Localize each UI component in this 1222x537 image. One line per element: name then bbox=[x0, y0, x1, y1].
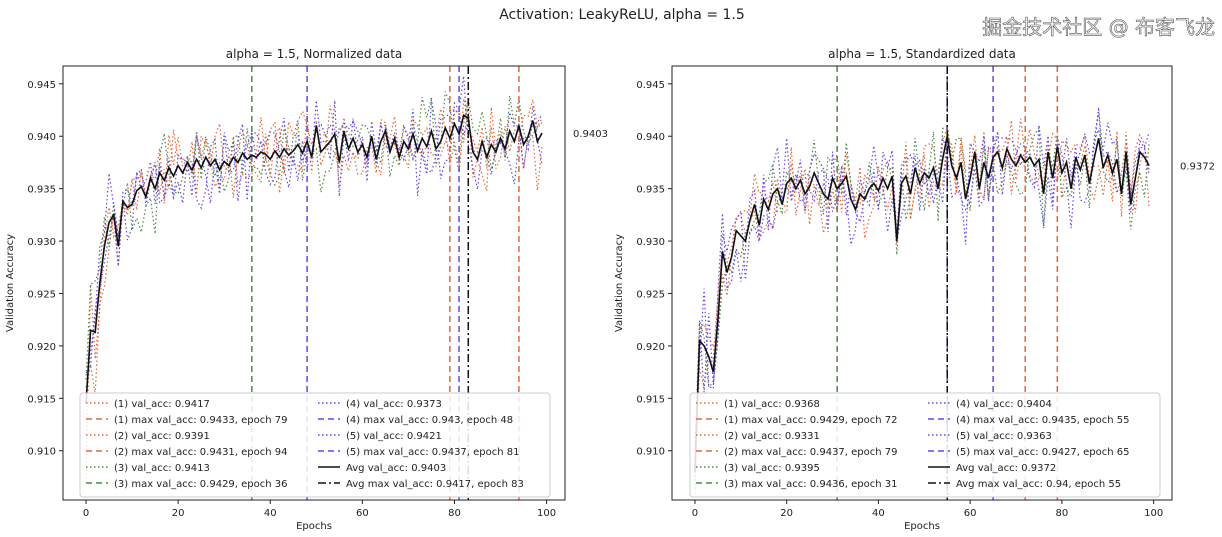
y-tick-label: 0.930 bbox=[636, 237, 665, 248]
run-4-val-acc-line bbox=[85, 75, 543, 374]
legend: (1) val_acc: 0.9417 (1) max val_acc: 0.94… bbox=[79, 392, 551, 498]
y-tick-label: 0.945 bbox=[636, 80, 665, 91]
run-2-val-acc-line bbox=[694, 120, 1150, 489]
legend-label: (5) val_acc: 0.9421 bbox=[346, 431, 442, 442]
legend-label: (3) val_acc: 0.9395 bbox=[724, 463, 820, 474]
x-tick-label: 0 bbox=[83, 508, 89, 519]
subplot-title: alpha = 1.5, Normalized data bbox=[226, 47, 403, 61]
legend-label: (1) val_acc: 0.9368 bbox=[724, 399, 820, 410]
y-tick-label: 0.925 bbox=[27, 289, 56, 300]
legend-label: Avg val_acc: 0.9372 bbox=[956, 463, 1056, 474]
x-tick-label: 20 bbox=[780, 508, 793, 519]
avg-val-acc-line bbox=[85, 113, 543, 404]
legend-label: (3) max val_acc: 0.9429, epoch 36 bbox=[114, 479, 288, 490]
run-5-val-acc-line bbox=[85, 108, 543, 395]
y-tick-label: 0.925 bbox=[636, 289, 665, 300]
subplot-normalized: alpha = 1.5, Normalized data Epochs Valida… bbox=[5, 47, 608, 532]
y-axis-label: Validation Accuracy bbox=[614, 234, 625, 332]
final-avg-annotation: 0.9403 bbox=[573, 129, 608, 140]
run-2-val-acc-line bbox=[85, 98, 543, 395]
legend-label: Avg max val_acc: 0.9417, epoch 83 bbox=[346, 479, 524, 490]
run-3-val-acc-line bbox=[85, 91, 543, 380]
y-tick-label: 0.935 bbox=[27, 185, 56, 196]
final-avg-annotation: 0.9372 bbox=[1180, 162, 1215, 173]
legend-label: (3) max val_acc: 0.9436, epoch 31 bbox=[724, 479, 898, 490]
y-tick-label: 0.920 bbox=[636, 342, 665, 353]
legend-label: (2) max val_acc: 0.9437, epoch 79 bbox=[724, 447, 898, 458]
legend-label: (1) max val_acc: 0.9433, epoch 79 bbox=[114, 415, 288, 426]
figure-suptitle: Activation: LeakyReLU, alpha = 1.5 bbox=[499, 7, 745, 23]
legend-label: (4) val_acc: 0.9404 bbox=[956, 399, 1052, 410]
y-tick-label: 0.910 bbox=[636, 447, 665, 458]
x-tick-label: 0 bbox=[692, 508, 698, 519]
x-tick-label: 100 bbox=[537, 508, 556, 519]
legend-label: (1) val_acc: 0.9417 bbox=[114, 399, 210, 410]
legend-label: Avg val_acc: 0.9403 bbox=[346, 463, 446, 474]
y-tick-label: 0.940 bbox=[27, 132, 56, 143]
y-tick-label: 0.920 bbox=[27, 342, 56, 353]
run-4-val-acc-line bbox=[694, 107, 1150, 451]
legend-label: (4) val_acc: 0.9373 bbox=[346, 399, 442, 410]
y-tick-label: 0.915 bbox=[27, 394, 56, 405]
subplot-standardized: alpha = 1.5, Standardized data Epochs Vali… bbox=[614, 47, 1215, 532]
legend-label: (2) max val_acc: 0.9431, epoch 94 bbox=[114, 447, 288, 458]
legend-label: (5) max val_acc: 0.9437, epoch 81 bbox=[346, 447, 520, 458]
y-tick-label: 0.940 bbox=[636, 132, 665, 143]
x-tick-label: 80 bbox=[448, 508, 461, 519]
x-tick-label: 60 bbox=[356, 508, 369, 519]
axes-frame bbox=[671, 65, 1173, 501]
y-tick-label: 0.930 bbox=[27, 237, 56, 248]
y-tick-label: 0.915 bbox=[636, 394, 665, 405]
legend-box bbox=[689, 392, 1161, 498]
legend-label: (5) val_acc: 0.9363 bbox=[956, 431, 1052, 442]
legend-label: (2) val_acc: 0.9391 bbox=[114, 431, 210, 442]
legend-label: (2) val_acc: 0.9331 bbox=[724, 431, 820, 442]
legend-box bbox=[79, 392, 551, 498]
legend-label: Avg max val_acc: 0.94, epoch 55 bbox=[956, 479, 1121, 490]
watermark: 掘金技术社区 @ 布客飞龙 bbox=[982, 15, 1215, 39]
avg-val-acc-line bbox=[694, 136, 1150, 472]
legend-label: (4) max val_acc: 0.943, epoch 48 bbox=[346, 415, 513, 426]
legend-label: (3) val_acc: 0.9413 bbox=[114, 463, 210, 474]
subplot-title: alpha = 1.5, Standardized data bbox=[828, 47, 1016, 61]
legend-label: (1) max val_acc: 0.9429, epoch 72 bbox=[724, 415, 898, 426]
x-tick-label: 40 bbox=[872, 508, 885, 519]
x-tick-label: 80 bbox=[1056, 508, 1069, 519]
x-axis-label: Epochs bbox=[904, 521, 940, 532]
x-tick-label: 60 bbox=[964, 508, 977, 519]
legend: (1) val_acc: 0.9368 (1) max val_acc: 0.94… bbox=[689, 392, 1161, 498]
y-axis-label: Validation Accuracy bbox=[5, 234, 16, 332]
legend-label: (4) max val_acc: 0.9435, epoch 55 bbox=[956, 415, 1130, 426]
x-tick-label: 20 bbox=[172, 508, 185, 519]
run-5-val-acc-line bbox=[694, 122, 1150, 438]
x-tick-label: 40 bbox=[264, 508, 277, 519]
y-tick-label: 0.935 bbox=[636, 185, 665, 196]
x-tick-label: 100 bbox=[1144, 508, 1163, 519]
y-tick-label: 0.945 bbox=[27, 80, 56, 91]
legend-label: (5) max val_acc: 0.9427, epoch 65 bbox=[956, 447, 1130, 458]
x-axis-label: Epochs bbox=[296, 521, 332, 532]
axes-frame bbox=[62, 65, 566, 501]
y-tick-label: 0.910 bbox=[27, 447, 56, 458]
